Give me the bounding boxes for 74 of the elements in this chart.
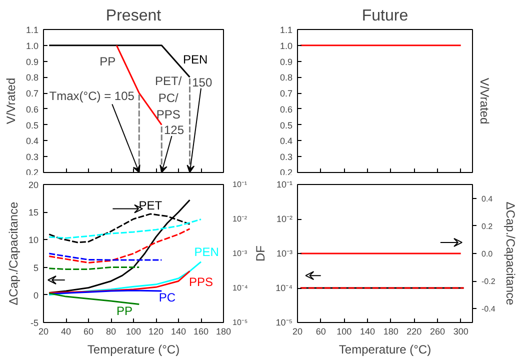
y2-tick-label: 0.2	[482, 222, 494, 231]
y2-tick-label: -0.2	[482, 277, 496, 286]
y-tick-label: 0.6	[26, 104, 39, 114]
y-tick-label: -5	[30, 318, 39, 328]
y-tick-label: 1.1	[280, 25, 293, 35]
y-axis-title: DF	[254, 246, 268, 262]
x-axis-title: Temperature (°C)	[338, 342, 432, 356]
y-tick-label: 0.5	[280, 120, 293, 130]
y2-tick-label: 0.4	[482, 194, 494, 204]
x-tick-label: 160	[193, 326, 209, 336]
x-tick-label: 100	[336, 326, 352, 336]
chart-title: Present	[106, 8, 162, 24]
y-tick-label: 0.5	[26, 120, 39, 130]
y-tick-label: 10⁻²	[276, 214, 293, 224]
y-tick-label: 0.8	[26, 72, 39, 83]
annotation: PP	[100, 54, 116, 68]
x-tick-label: 40	[60, 326, 72, 336]
x-tick-label: 80	[106, 326, 116, 336]
x-tick-label: 60	[83, 326, 94, 336]
y2-tick-label: -0.4	[482, 304, 496, 314]
y-axis-title: V/Vrated	[478, 78, 492, 124]
y-tick-label: 10⁻³	[276, 248, 293, 258]
y2-tick-label: 10⁻¹	[232, 180, 248, 189]
x-axis-title: Temperature (°C)	[87, 342, 180, 356]
y-axis-title: V/Vrated	[4, 78, 18, 124]
y-tick-label: 10⁻¹	[276, 180, 293, 190]
chart-title: Future	[362, 8, 408, 24]
y-tick-label: 0.7	[280, 88, 293, 99]
y-tick-label: 0.9	[280, 56, 293, 67]
series-label: PPS	[188, 275, 214, 290]
y-tick-label: 0.3	[280, 152, 293, 162]
x-tick-label: 260	[430, 326, 446, 336]
y-tick-label: 5	[33, 262, 39, 273]
y-tick-label: 1.0	[26, 40, 39, 51]
annotation: 125	[164, 123, 184, 138]
y-tick-label: 0.6	[280, 104, 293, 114]
x-tick-label: 120	[148, 326, 164, 336]
y2-tick-label: 0.0	[482, 250, 494, 258]
y2-axis-title: ΔCap./Capacitance	[503, 202, 518, 306]
y-tick-label: 0	[33, 290, 39, 300]
series-label: PEN	[194, 244, 219, 259]
y-tick-label: 1.1	[26, 25, 39, 35]
x-tick-label: 180	[216, 326, 232, 336]
y-tick-label: 10⁻⁴	[276, 283, 293, 293]
annotation: Tmax(°C) = 105	[49, 89, 135, 104]
y2-tick-label: 10⁻²	[232, 214, 248, 224]
x-tick-label: 100	[126, 326, 142, 336]
series-label: PEN	[183, 52, 208, 67]
y-tick-label: 0.4	[26, 136, 39, 146]
y2-tick-label: 10⁻⁴	[232, 284, 248, 292]
annotation: 150	[192, 75, 212, 90]
y-tick-label: 15	[28, 208, 39, 218]
y-tick-label: 0.9	[26, 56, 39, 67]
y-tick-label: 0.3	[26, 152, 39, 162]
y2-tick-label: 10⁻³	[232, 249, 248, 258]
y-tick-label: 1.0	[280, 40, 293, 51]
x-tick-label: 300	[453, 326, 468, 336]
y-tick-label: 10⁻⁵	[276, 318, 293, 328]
annotation: PET/PC/PPS	[155, 74, 182, 122]
x-tick-label: 60	[316, 326, 326, 336]
x-tick-label: 180	[383, 326, 398, 336]
y-tick-label: 0.4	[280, 136, 293, 146]
x-tick-label: 140	[360, 326, 376, 336]
y-tick-label: 10	[28, 235, 39, 246]
y2-tick-label: 10⁻⁵	[232, 318, 248, 327]
y-tick-label: 20	[28, 180, 39, 190]
y-tick-label: 0.7	[26, 88, 39, 99]
series-label: PC	[158, 290, 176, 305]
y-axis-title: ΔCap./Capacitance	[6, 201, 20, 306]
series-label: PP	[116, 304, 133, 318]
x-tick-label: 140	[170, 326, 186, 336]
x-tick-label: 220	[406, 326, 422, 336]
x-tick-label: 20	[292, 326, 303, 336]
y-tick-label: 0.8	[280, 72, 293, 83]
